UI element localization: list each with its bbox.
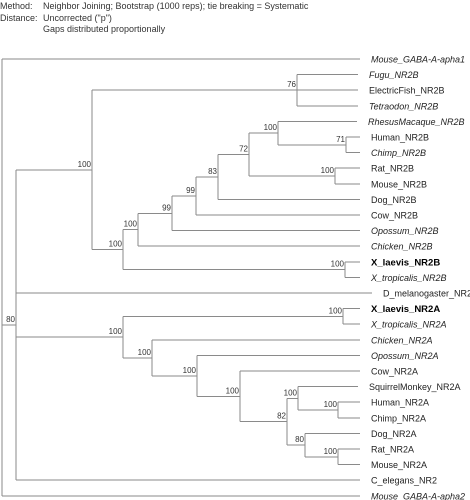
gaps-value: Gaps distributed proportionally: [43, 24, 166, 34]
leaf-label-opos2b: Opossum_NR2B: [371, 226, 439, 236]
leaf-label-dmel: D_melanogaster_NR2: [383, 289, 470, 299]
bootstrap-value-ratmouse2b: 100: [321, 166, 335, 175]
leaf-label-chimp2a: Chimp_NR2A: [371, 413, 426, 423]
bootstrap-value-withcow2b: 99: [186, 186, 195, 195]
bootstrap-value-withchick2a: 100: [138, 348, 152, 357]
leaf-label-dog2b: Dog_NR2B: [371, 195, 417, 205]
leaf-label-xl2b: X_laevis_NR2B: [371, 257, 440, 268]
leaf-label-xl2a: X_laevis_NR2A: [371, 304, 440, 315]
leaf-label-cow2b: Cow_NR2B: [371, 211, 418, 221]
bootstrap-value-ratmouse2a: 100: [324, 447, 338, 456]
leaf-label-tetra: Tetraodon_NR2B: [369, 101, 438, 111]
bootstrap-value-eutherian2a: 82: [277, 412, 286, 421]
leaf-label-human2b: Human_NR2B: [371, 133, 429, 143]
leaf-label-dog2a: Dog_NR2A: [371, 429, 417, 439]
method-label: Method:: [0, 1, 33, 11]
tree-branches: [1, 58, 372, 497]
leaf-label-mouse2b: Mouse_NR2B: [371, 179, 427, 189]
leaf-label-opos2a: Opossum_NR2A: [371, 351, 439, 361]
bootstrap-values: 76 100 71 100 72 83 99 99 100 100 100 100 100 100 100 1…: [6, 80, 345, 456]
leaf-label-mouse_gaba1: Mouse_GABA-A-apha1: [371, 55, 465, 65]
leaf-label-human2a: Human_NR2A: [371, 398, 429, 408]
leaf-label-mouse2a: Mouse_NR2A: [371, 460, 427, 470]
leaf-label-fugu: Fugu_NR2B: [369, 70, 419, 80]
leaf-label-efish: ElectricFish_NR2B: [369, 86, 445, 96]
leaf-label-rat2b: Rat_NR2B: [371, 164, 414, 174]
leaf-label-chick2b: Chicken_NR2B: [371, 242, 433, 252]
leaf-label-rat2a: Rat_NR2A: [371, 445, 414, 455]
bootstrap-value-withopos2b: 99: [162, 203, 171, 212]
leaf-label-xt2a: X_tropicalis_NR2A: [370, 320, 447, 330]
leaf-label-chick2a: Chicken_NR2A: [371, 335, 433, 345]
bootstrap-value-dogrod2a: 80: [295, 435, 304, 444]
bootstrap-value-humanchimp2a: 100: [324, 400, 338, 409]
bootstrap-value-withdog2b: 83: [208, 167, 217, 176]
method-value: Neighbor Joining; Bootstrap (1000 reps);…: [43, 1, 309, 11]
distance-label: Distance:: [0, 12, 38, 23]
bootstrap-value-primates2b: 100: [264, 123, 278, 132]
leaf-label-rhesus: RhesusMacaque_NR2B: [368, 117, 465, 127]
bootstrap-value-xen2b: 100: [331, 260, 345, 269]
leaf-label-chimp2b: Chimp_NR2B: [371, 148, 426, 158]
bootstrap-value-withchick2b: 100: [124, 220, 138, 229]
leaf-label-cow2a: Cow_NR2A: [371, 367, 418, 377]
bootstrap-value-withopos2a: 100: [183, 366, 197, 375]
bootstrap-value-ingroup: 80: [6, 315, 15, 324]
bootstrap-value-primates2a: 100: [284, 388, 298, 397]
bootstrap-value-withcow2a: 100: [226, 386, 240, 395]
bootstrap-value-fish: 76: [287, 80, 296, 89]
leaf-labels: Mouse_GABA-A-apha1 Fugu_NR2B ElectricFish_…: [368, 55, 470, 500]
method-header: Method: Neighbor Joining; Bootstrap (100…: [0, 0, 470, 40]
leaf-label-xt2b: X_tropicalis_NR2B: [370, 273, 447, 283]
bootstrap-value-vert2b: 100: [78, 160, 92, 169]
leaf-label-celeg: C_elegans_NR2: [371, 476, 437, 486]
leaf-label-mouse_gaba2: Mouse_GABA-A-apha2: [371, 491, 465, 500]
bootstrap-value-humanchimp2b: 71: [336, 135, 345, 144]
bootstrap-value-tetra2b: 100: [109, 240, 123, 249]
leaf-label-squirrel: SquirrelMonkey_NR2A: [369, 382, 461, 392]
bootstrap-value-tetra2a: 100: [109, 327, 123, 336]
bootstrap-value-primrod2b: 72: [239, 145, 248, 154]
distance-value: Uncorrected ("p"): [43, 12, 112, 23]
bootstrap-value-xen2a: 100: [329, 306, 343, 315]
